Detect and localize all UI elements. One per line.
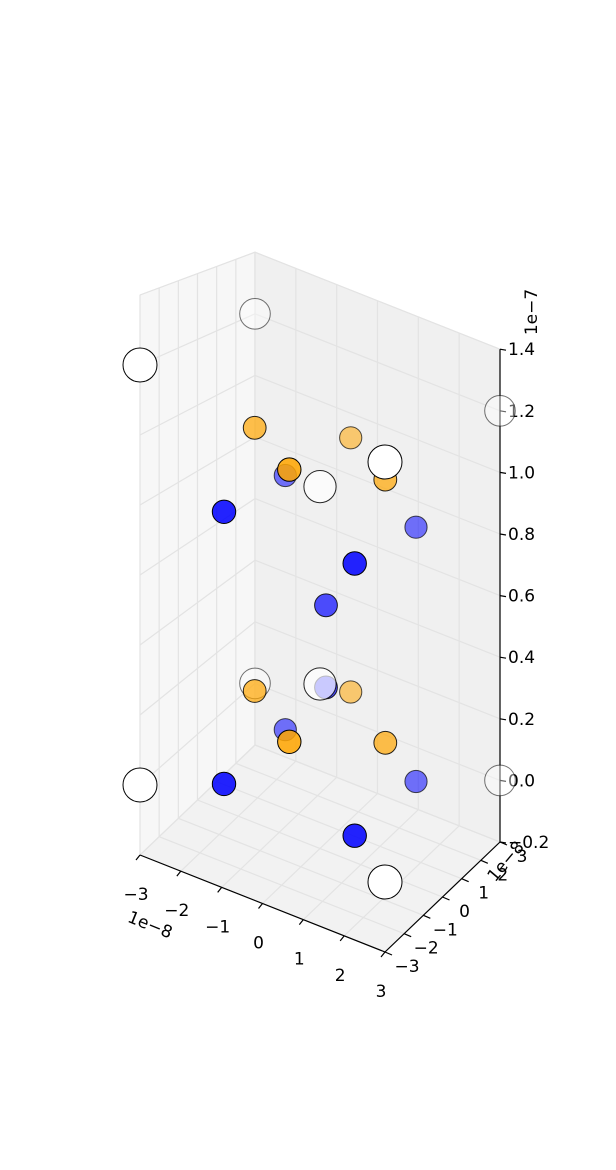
z-tick [499,779,507,782]
z-tick [499,471,507,474]
data-point [367,864,403,900]
x-tick-label: −1 [205,917,230,937]
data-point [277,729,302,754]
z-tick-label: 0.6 [508,587,535,607]
z-tick [499,595,507,598]
data-point [404,769,428,794]
data-point [342,551,367,576]
x-tick-label: −2 [164,901,189,921]
grid-line-z [139,313,501,412]
data-point [404,515,428,539]
x-tick [217,886,223,893]
y-tick [442,896,450,901]
y-tick-label: −1 [433,920,458,940]
y-tick-label: 3 [517,847,528,867]
grid-line-z [139,251,501,350]
grid-line-z [139,621,501,720]
z-tick-label: −0.2 [508,833,549,853]
data-point [277,457,302,482]
z-tick [499,718,507,721]
z-tick-label: 0.8 [508,525,535,545]
y-tick [403,933,412,938]
y-tick-label: −3 [394,957,419,977]
data-point [303,470,337,504]
data-point [314,593,338,618]
data-point [342,823,367,848]
y-tick-label: 0 [459,902,470,922]
data-point [339,680,363,704]
data-point [239,298,271,330]
z-tick [499,410,507,413]
x-tick-label: 3 [376,982,387,1002]
y-tick [423,914,431,919]
z-tick-label: 0.2 [508,710,535,730]
x-tick [339,935,345,942]
data-point [484,395,516,427]
x-tick [176,870,182,877]
y-tick-label: −2 [414,939,439,959]
x-tick-label: 0 [253,934,264,954]
data-point [211,771,237,797]
x-tick [380,951,386,958]
x-tick [258,903,263,909]
grid-line-z [139,559,501,658]
x-tick [298,919,304,926]
x-tick-label: −3 [123,885,148,905]
tick-marks [135,348,508,958]
z-tick [499,348,507,351]
data-point [303,667,337,701]
data-point [242,679,267,703]
z-tick [499,841,507,844]
z-tick-label: 1.4 [508,340,535,360]
data-point [339,426,363,450]
z-tick [499,533,507,536]
y-tick-label: 2 [497,865,508,885]
y-tick-label: 1 [478,884,489,904]
data-point [373,730,398,755]
z-tick-label: 0.4 [508,648,535,668]
y-tick [384,951,393,956]
x-tick-label: 1 [294,950,305,970]
data-point [211,499,237,524]
grid-line-z [139,744,501,856]
x-tick [135,854,141,861]
data-point [122,767,158,803]
y-tick [480,859,489,864]
z-offset-label: 1e−7 [522,289,542,335]
data-point [122,347,158,383]
data-point [367,444,403,480]
data-point [484,764,516,797]
data-point [242,415,267,440]
z-tick-label: 1.0 [508,463,535,483]
x-tick-label: 2 [335,966,346,986]
z-tick [499,656,507,659]
tick-labels: −3−2−10123−3−2−10123−0.20.00.20.40.60.81… [123,340,549,1002]
y-tick [461,878,469,883]
data-points [122,298,516,900]
grid-line-z [139,497,501,597]
grid-line-z [139,374,501,473]
